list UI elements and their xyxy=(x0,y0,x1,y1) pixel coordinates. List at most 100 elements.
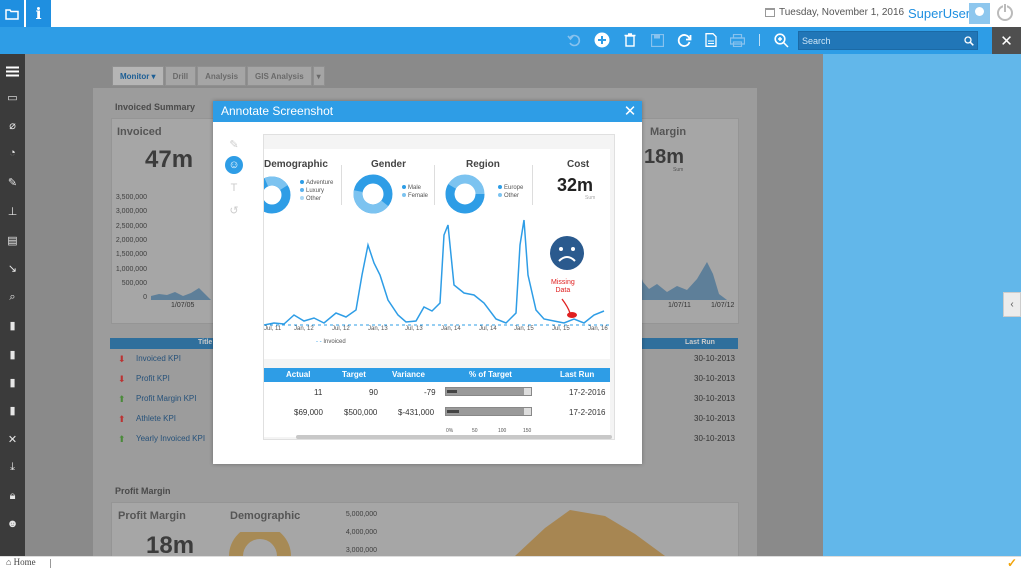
collapse-panel-button[interactable]: ‹ xyxy=(1003,292,1021,317)
top-bar: i Tuesday, November 1, 2016 SuperUser xyxy=(0,0,1021,27)
user-settings-icon[interactable]: ☻ xyxy=(6,518,19,530)
info-button[interactable]: i xyxy=(26,0,51,27)
dialog-title: Annotate Screenshot xyxy=(221,104,334,118)
x-axis-label: 1/07/05 xyxy=(171,302,195,309)
undo-annotation-icon[interactable]: ↺ xyxy=(229,204,239,217)
tabs-more-button[interactable]: ▾ xyxy=(312,66,325,86)
demographic-donut-preview xyxy=(264,176,291,214)
kpi-name[interactable]: Yearly Invoiced KPI xyxy=(136,434,206,443)
add-icon[interactable] xyxy=(594,32,610,48)
annotate-dialog: Annotate Screenshot ✕ ✎ ☺ T ↺ Demographi… xyxy=(213,101,642,464)
cell-variance: -79 xyxy=(424,388,436,397)
lock-icon[interactable]: 🔒︎ xyxy=(9,489,16,502)
trend-down-icon: ⬆ xyxy=(118,414,126,424)
y-axis-label: 3,500,000 xyxy=(115,194,147,201)
cell-actual: $69,000 xyxy=(294,408,323,417)
text-tool-icon[interactable]: T xyxy=(230,182,238,194)
clipboard-icon[interactable]: ▤ xyxy=(7,234,18,247)
table-row[interactable]: ⬆ Yearly Invoiced KPI 30-10-2013 xyxy=(110,430,738,450)
preview-table-header: Actual Target Variance % of Target Last … xyxy=(264,368,610,382)
save-icon[interactable] xyxy=(649,32,665,48)
pm-axis-label: 3,000,000 xyxy=(345,547,377,554)
divider xyxy=(434,165,435,205)
avatar[interactable] xyxy=(969,3,990,24)
margin-sum-label: Sum xyxy=(673,167,684,173)
file-report-icon[interactable]: ▮ xyxy=(9,348,16,361)
close-icon: ✕ xyxy=(1000,32,1013,50)
power-icon[interactable] xyxy=(997,3,1013,21)
tab-drill[interactable]: Drill xyxy=(164,66,197,86)
annotation-missing-data[interactable]: Missing Data xyxy=(551,279,575,294)
cell-variance: $-431,000 xyxy=(398,408,435,417)
tab-monitor[interactable]: Monitor ▾ xyxy=(112,66,164,86)
progress-bar xyxy=(445,407,532,416)
demographic-legend: Adventure Luxury Other xyxy=(300,179,333,203)
invoiced-value: 47m xyxy=(145,146,194,173)
date-text: Tuesday, November 1, 2016 xyxy=(779,7,905,18)
toolbar-separator xyxy=(759,34,760,46)
tab-gis-analysis[interactable]: GIS Analysis xyxy=(247,66,312,86)
print-icon[interactable] xyxy=(729,32,745,48)
dialog-header: Annotate Screenshot ✕ xyxy=(213,101,642,122)
zoom-icon[interactable] xyxy=(773,32,789,48)
tab-analysis[interactable]: Analysis xyxy=(197,66,247,86)
right-panel xyxy=(823,54,1021,556)
smiley-icon[interactable]: ☺ xyxy=(225,156,243,174)
preview-cost-title: Cost xyxy=(567,159,590,170)
table-row[interactable]: ⬆ Profit Margin KPI 30-10-2013 xyxy=(110,390,738,410)
document-icon[interactable] xyxy=(703,32,719,48)
close-sidebar-icon[interactable]: ✕ xyxy=(7,433,18,446)
trend-down-icon: ⬇ xyxy=(118,374,126,384)
y-axis-label: 0 xyxy=(143,294,147,301)
trash-icon[interactable] xyxy=(622,32,638,48)
table-row[interactable]: ⬇ Profit KPI 30-10-2013 xyxy=(110,370,738,390)
preview-gender-title: Gender xyxy=(371,159,407,170)
kpi-name[interactable]: Athlete KPI xyxy=(136,414,177,423)
demographic-label: Demographic xyxy=(230,510,301,522)
chart-pie-icon[interactable]: ◔ xyxy=(9,147,16,159)
invoiced-area-chart-left xyxy=(151,288,211,300)
scale-label: 100 xyxy=(498,428,507,434)
region-legend: Europe Other xyxy=(498,184,523,200)
refresh-icon[interactable] xyxy=(676,32,692,48)
screenshot-preview[interactable]: Demographic Adventure Luxury Other Gende… xyxy=(263,134,615,440)
wrench-icon[interactable]: ✎ xyxy=(7,176,18,189)
col-header: Variance xyxy=(392,370,425,379)
search-icon[interactable] xyxy=(962,34,975,47)
kpi-date: 30-10-2013 xyxy=(694,374,735,383)
scale-label: 0% xyxy=(446,428,454,434)
kpi-name[interactable]: Invoiced KPI xyxy=(136,354,181,363)
preview-scrollbar[interactable] xyxy=(296,435,612,439)
cell-target: 90 xyxy=(369,388,378,397)
download-icon[interactable]: ⤓ xyxy=(10,460,15,473)
x-tick: Jul, 13 xyxy=(405,326,423,332)
chat-icon[interactable]: ▭ xyxy=(7,91,18,104)
table-row[interactable]: ⬆ Athlete KPI 30-10-2013 xyxy=(110,410,738,430)
table-row[interactable]: ⬇ Invoiced KPI 30-10-2013 xyxy=(110,350,738,370)
kpi-name[interactable]: Profit KPI xyxy=(136,374,170,383)
kpi-name[interactable]: Profit Margin KPI xyxy=(136,394,197,403)
search-box xyxy=(798,31,978,50)
file-data-icon[interactable]: ▮ xyxy=(9,404,16,417)
x-tick: Jan, 16 xyxy=(588,326,608,332)
menu-icon[interactable] xyxy=(0,58,25,84)
file-icon[interactable]: ▮ xyxy=(9,319,16,332)
hierarchy-icon[interactable]: ⊥ xyxy=(7,205,18,218)
close-panel-button[interactable]: ✕ xyxy=(992,27,1021,54)
attach-icon[interactable]: ⌀ xyxy=(9,119,16,132)
series-legend: - - Invoiced xyxy=(316,339,346,345)
folder-button[interactable] xyxy=(0,0,24,27)
search-input[interactable] xyxy=(799,32,957,49)
pen-icon[interactable]: ↘ xyxy=(7,262,18,275)
profit-margin-title: Profit Margin xyxy=(115,486,171,496)
pencil-icon[interactable]: ✎ xyxy=(229,138,239,151)
file-chart-icon[interactable]: ▮ xyxy=(9,376,16,389)
scale-label: 150 xyxy=(523,428,532,434)
search-sidebar-icon[interactable]: ⌕ xyxy=(9,290,16,303)
dialog-close-button[interactable]: ✕ xyxy=(623,103,637,120)
undo-icon[interactable] xyxy=(566,32,582,48)
main-toolbar xyxy=(0,27,1021,54)
sad-face-sticker-icon[interactable] xyxy=(549,235,585,271)
home-link[interactable]: ⌂ Home xyxy=(6,557,36,567)
user-name[interactable]: SuperUser xyxy=(908,6,971,21)
